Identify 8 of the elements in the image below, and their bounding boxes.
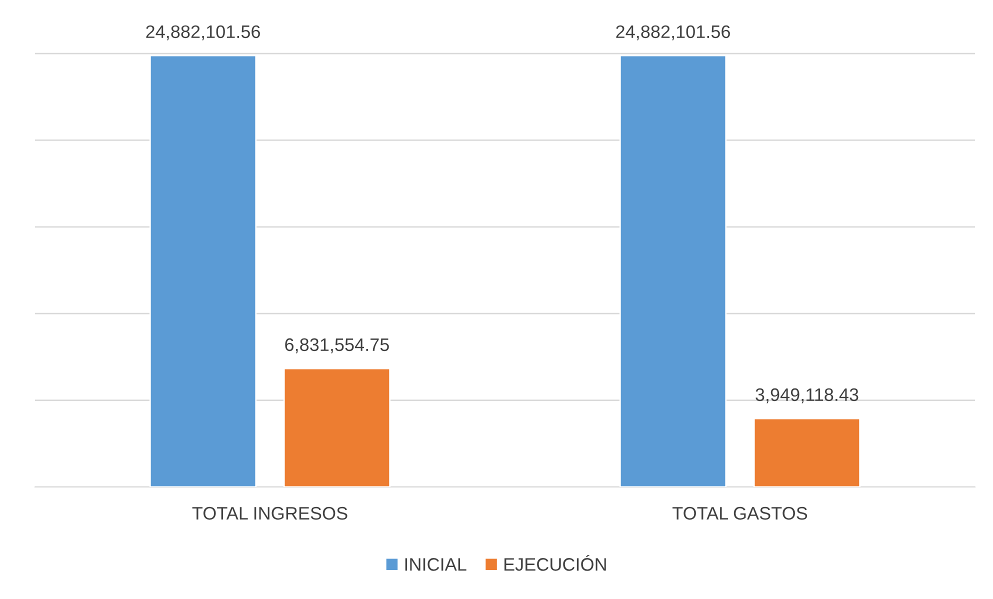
x-tick-label: TOTAL GASTOS (672, 506, 808, 520)
data-label: 3,949,118.43 (756, 388, 858, 404)
x-tick-label: TOTAL INGRESOS (192, 506, 348, 520)
data-label: 24,882,101.56 (616, 25, 730, 40)
legend-label: INICIAL (405, 558, 466, 571)
data-label: 24,882,101.56 (146, 25, 260, 40)
data-label: 6,831,554.75 (285, 338, 389, 354)
legend-label: EJECUCIÓN (504, 555, 606, 571)
